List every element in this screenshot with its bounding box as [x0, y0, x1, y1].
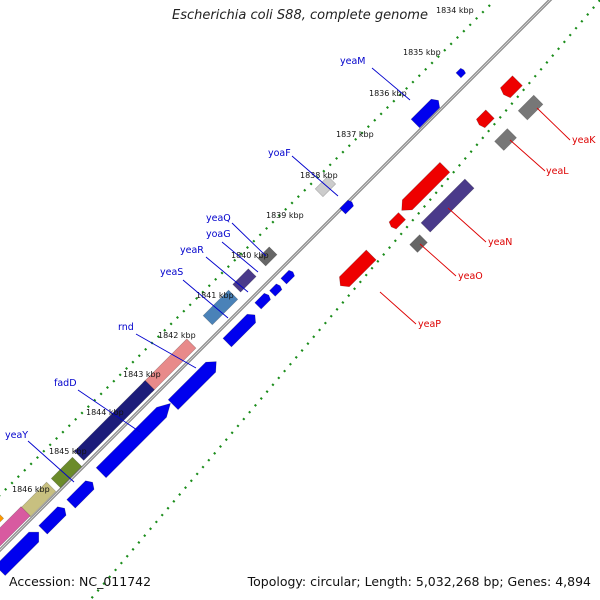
forward-label-leader — [77, 389, 141, 433]
kbp-label: 1842 kbp — [158, 331, 196, 340]
forward-gene-label: yeaM — [340, 56, 366, 67]
kbp-label: 1840 kbp — [231, 251, 269, 260]
forward-label-leader — [231, 222, 267, 257]
forward-label-leader — [135, 333, 197, 369]
reverse-label-leader — [419, 243, 457, 277]
reverse-cog-block — [409, 234, 428, 253]
forward-label-leader — [371, 67, 411, 101]
cog-color-block — [74, 380, 155, 461]
forward-gene-arrow — [167, 361, 217, 411]
forward-label-leader — [291, 155, 339, 197]
reverse-gene-arrow — [401, 161, 451, 211]
forward-gene-label: fadD — [54, 378, 77, 389]
label-layer: 1834 kbp 1835 kbp 1836 kbp 1837 kbp 1838 kbp… — [5, 6, 596, 494]
forward-label-leader — [205, 256, 249, 293]
kbp-label: 1843 kbp — [123, 370, 161, 379]
reverse-cog-block — [517, 94, 544, 121]
cog-color-block — [232, 268, 257, 293]
reverse-cog-block — [494, 128, 517, 151]
kbp-label: 1839 kbp — [266, 211, 304, 220]
genome-info-text: Topology: circular; Length: 5,032,268 bp… — [247, 574, 591, 589]
reverse-cog-block — [420, 178, 475, 233]
cog-color-block — [0, 506, 31, 547]
cog-color-block — [0, 514, 5, 523]
kbp-label: 1846 kbp — [12, 485, 50, 494]
reverse-label-leader — [509, 139, 546, 172]
accession-text: Accession: NC_011742 — [9, 574, 152, 589]
map-footer: Accession: NC_011742 Topology: circular;… — [0, 570, 600, 596]
reverse-label-leader — [447, 207, 487, 243]
kbp-label: 1837 kbp — [336, 130, 374, 139]
forward-label-leader — [182, 279, 229, 319]
forward-label-leader — [221, 241, 259, 273]
cog-color-block — [257, 246, 278, 267]
forward-gene-arrow — [254, 292, 271, 310]
cog-color-block — [314, 175, 337, 198]
forward-gene-label: yeaY — [5, 430, 28, 441]
inner-tick-track — [0, 4, 491, 497]
forward-gene-label: yoaF — [268, 148, 291, 159]
forward-gene-arrow — [222, 313, 256, 348]
reverse-gene-arrow — [388, 212, 406, 230]
genome-backbone-highlight — [0, 0, 551, 551]
map-title: Escherichia coli S88, complete genome — [172, 8, 428, 23]
cog-color-block — [50, 456, 83, 489]
reverse-gene-arrow — [500, 75, 523, 99]
outer-tick-track — [89, 0, 600, 600]
reverse-gene-arrow — [339, 249, 377, 288]
forward-gene-label: yeaR — [180, 245, 204, 256]
forward-gene-arrow — [410, 98, 441, 129]
forward-gene-arrow — [66, 480, 95, 509]
forward-gene-arrow — [269, 283, 283, 297]
kbp-label: 1844 kbp — [86, 408, 124, 417]
gene-layer — [0, 67, 544, 576]
forward-gene-label: yoaG — [206, 229, 231, 240]
reverse-gene-arrow — [476, 109, 495, 129]
forward-gene-arrow — [95, 402, 171, 479]
kbp-label: 1836 kbp — [369, 89, 407, 98]
kbp-label: 1834 kbp — [436, 6, 474, 15]
cog-color-block — [202, 289, 239, 326]
kbp-label: 1841 kbp — [196, 291, 234, 300]
reverse-gene-label: yeaL — [546, 166, 569, 177]
reverse-label-leader — [536, 107, 571, 141]
cog-color-block — [20, 481, 57, 518]
forward-gene-label: yeaS — [160, 267, 183, 278]
reverse-gene-label: yeaP — [418, 319, 441, 330]
kbp-label: 1845 kbp — [49, 447, 87, 456]
forward-gene-arrow — [455, 67, 467, 79]
forward-gene-arrow — [0, 531, 40, 576]
reverse-gene-label: yeaN — [488, 237, 512, 248]
reverse-label-leader — [379, 291, 417, 325]
forward-gene-arrow — [280, 269, 295, 285]
reverse-gene-label: yeaO — [458, 271, 483, 282]
kbp-label: 1835 kbp — [403, 48, 441, 57]
forward-gene-arrow — [339, 199, 354, 215]
kbp-label: 1838 kbp — [300, 171, 338, 180]
forward-gene-arrow — [38, 506, 67, 535]
reverse-gene-label: yeaK — [572, 135, 596, 146]
forward-gene-label: rnd — [118, 322, 134, 333]
forward-label-leader — [27, 440, 75, 483]
forward-gene-label: yeaQ — [206, 213, 231, 224]
